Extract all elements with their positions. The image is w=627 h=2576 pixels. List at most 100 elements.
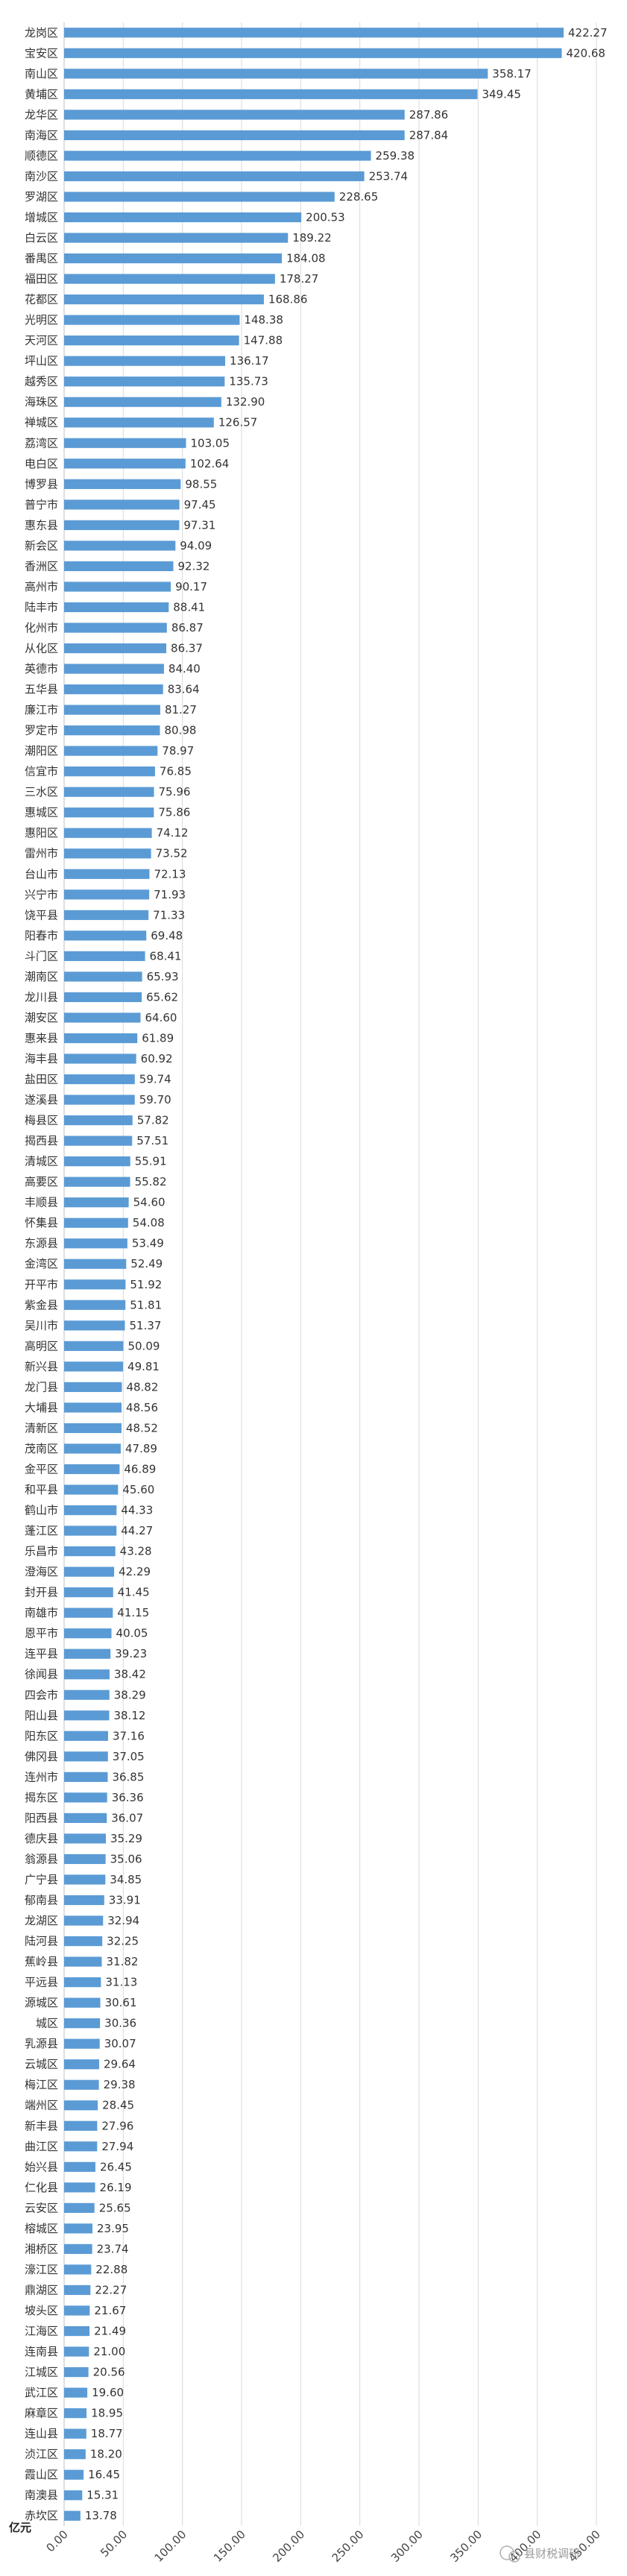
bar	[64, 1484, 119, 1495]
value-label: 23.95	[97, 2222, 129, 2235]
bar	[64, 2100, 98, 2111]
category-label: 仁化县	[25, 2181, 58, 2194]
value-label: 30.36	[104, 2017, 136, 2030]
value-label: 29.38	[104, 2078, 136, 2091]
category-label: 南海区	[25, 128, 58, 142]
category-label: 揭西县	[25, 1134, 58, 1147]
category-label: 潮安区	[25, 1011, 58, 1024]
bar	[64, 1341, 124, 1351]
category-label: 开平市	[25, 1278, 58, 1291]
value-label: 37.05	[113, 1750, 145, 1763]
category-label: 白云区	[25, 231, 58, 245]
value-label: 76.85	[160, 765, 192, 778]
category-label: 赤坎区	[25, 2509, 58, 2522]
bar	[64, 1874, 106, 1885]
value-label: 38.12	[113, 1709, 145, 1722]
bar	[64, 1731, 108, 1741]
value-label: 80.98	[164, 724, 196, 737]
bar	[64, 2059, 100, 2070]
value-label: 36.07	[111, 1811, 143, 1824]
value-label: 184.08	[286, 252, 326, 265]
value-label: 48.56	[126, 1401, 158, 1414]
category-label: 龙湖区	[25, 1914, 58, 1927]
category-label: 南雄市	[25, 1606, 58, 1619]
value-label: 40.05	[116, 1627, 148, 1640]
bar	[64, 2243, 92, 2255]
value-label: 57.51	[136, 1134, 168, 1147]
bar	[64, 377, 225, 387]
bar	[64, 1115, 133, 1126]
bar	[64, 2018, 101, 2029]
bar	[64, 541, 176, 551]
category-label: 黄埔区	[25, 87, 58, 101]
category-label: 江城区	[25, 2366, 58, 2379]
category-label: 澄海区	[25, 1565, 58, 1578]
bar	[64, 971, 142, 982]
value-label: 20.56	[93, 2366, 125, 2379]
bar	[64, 1915, 104, 1926]
category-label: 罗定市	[25, 724, 58, 737]
category-label: 陆河县	[25, 1935, 58, 1948]
category-label: 普宁市	[25, 498, 58, 511]
bar	[64, 582, 171, 592]
value-label: 60.92	[141, 1052, 173, 1065]
bar	[64, 2366, 89, 2378]
value-label: 18.77	[91, 2427, 123, 2440]
category-label: 遂溪县	[25, 1093, 58, 1106]
bar	[64, 1300, 126, 1310]
value-label: 59.74	[139, 1073, 171, 1086]
bar	[64, 1382, 122, 1392]
bar	[64, 1628, 112, 1639]
value-label: 43.28	[120, 1545, 152, 1558]
value-label: 41.45	[118, 1586, 150, 1599]
value-label: 75.96	[159, 785, 191, 799]
category-label: 和平县	[25, 1483, 58, 1496]
category-label: 五华县	[25, 683, 58, 696]
bar	[64, 110, 405, 120]
category-label: 南澳县	[25, 2489, 58, 2502]
category-label: 天河区	[25, 334, 58, 347]
category-label: 惠东县	[25, 518, 58, 532]
category-label: 翁源县	[25, 1852, 58, 1865]
value-label: 41.15	[117, 1606, 149, 1619]
bar	[64, 2346, 89, 2357]
bar	[64, 1136, 133, 1146]
bar	[64, 1156, 130, 1167]
bar	[64, 1279, 126, 1290]
bar	[64, 951, 145, 961]
value-label: 18.95	[91, 2407, 123, 2420]
category-label: 惠来县	[25, 1031, 58, 1045]
value-label: 75.86	[158, 806, 190, 819]
category-label: 怀集县	[25, 1216, 58, 1229]
bar	[64, 2490, 83, 2501]
category-label: 郁南县	[25, 1894, 58, 1907]
value-label: 65.62	[146, 990, 178, 1004]
category-label: 梅江区	[25, 2078, 58, 2091]
category-label: 宝安区	[25, 46, 58, 60]
value-label: 94.09	[180, 539, 212, 552]
category-label: 潮阳区	[25, 744, 58, 758]
value-label: 22.88	[95, 2263, 127, 2276]
category-label: 惠阳区	[25, 826, 58, 840]
bar	[64, 2182, 95, 2193]
bar	[64, 1033, 138, 1044]
bar	[64, 930, 147, 941]
value-label: 21.67	[94, 2304, 126, 2317]
value-label: 27.94	[101, 2140, 133, 2153]
bar	[64, 356, 226, 366]
value-label: 97.45	[184, 498, 216, 511]
bar	[64, 1648, 111, 1659]
category-label: 茂南区	[25, 1442, 58, 1455]
category-label: 鹤山市	[25, 1504, 58, 1517]
value-label: 287.86	[409, 108, 449, 122]
value-label: 21.00	[93, 2345, 125, 2358]
category-label: 德庆县	[25, 1832, 58, 1845]
category-label: 从化区	[25, 642, 58, 655]
value-label: 74.12	[157, 826, 189, 840]
value-label: 178.27	[280, 272, 319, 286]
value-label: 358.17	[492, 67, 532, 81]
bar	[64, 520, 180, 530]
bar	[64, 2469, 84, 2480]
value-label: 18.20	[90, 2448, 122, 2461]
